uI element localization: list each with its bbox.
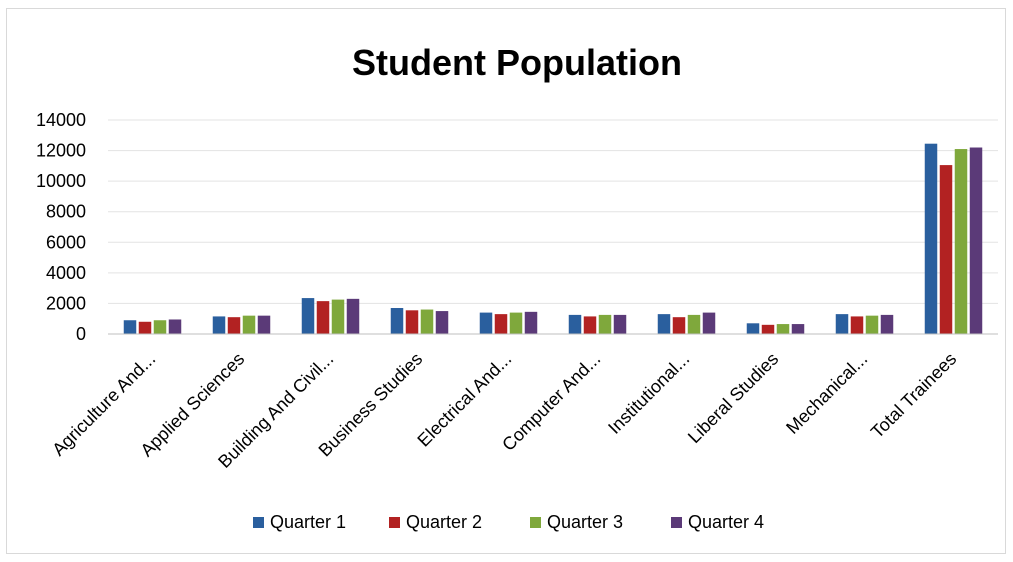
bar <box>227 317 241 334</box>
bar <box>687 314 701 334</box>
bar <box>405 310 419 334</box>
bar <box>316 301 330 334</box>
y-tick-label: 12000 <box>36 141 86 161</box>
bar <box>880 314 894 334</box>
y-axis: 0 2000 4000 6000 8000 10000 12000 14000 <box>36 110 86 344</box>
y-tick-label: 0 <box>76 324 86 344</box>
x-axis-labels: Agriculture And...Applied SciencesBuildi… <box>48 349 960 472</box>
legend-swatch <box>671 517 682 528</box>
bar <box>761 324 775 334</box>
chart-frame <box>6 8 1006 554</box>
bar <box>509 312 523 334</box>
bar <box>583 316 597 334</box>
bar <box>420 309 434 334</box>
bar <box>301 298 315 334</box>
bar <box>776 324 790 334</box>
y-tick-label: 14000 <box>36 110 86 130</box>
x-tick-label: Liberal Studies <box>684 349 782 447</box>
y-tick-label: 10000 <box>36 171 86 191</box>
y-tick-label: 2000 <box>46 293 86 313</box>
bar <box>138 321 152 334</box>
bar <box>835 314 849 334</box>
bar <box>702 312 716 334</box>
bar <box>746 323 760 334</box>
bar <box>924 143 938 334</box>
bar <box>850 316 864 334</box>
legend-label: Quarter 3 <box>547 512 623 532</box>
bar <box>524 311 538 334</box>
bar <box>390 308 404 334</box>
y-tick-label: 6000 <box>46 232 86 252</box>
x-tick-label: Electrical And... <box>413 349 515 451</box>
legend-label: Quarter 2 <box>406 512 482 532</box>
legend: Quarter 1 Quarter 2 Quarter 3 Quarter 4 <box>253 512 764 532</box>
legend-label: Quarter 1 <box>270 512 346 532</box>
x-tick-label: Mechanical... <box>782 349 871 438</box>
bar <box>435 311 449 334</box>
bar <box>331 299 345 334</box>
bar <box>257 315 271 334</box>
bar <box>657 314 671 334</box>
x-tick-label: Computer And... <box>498 349 604 455</box>
y-tick-label: 8000 <box>46 202 86 222</box>
legend-swatch <box>253 517 264 528</box>
y-tick-label: 4000 <box>46 263 86 283</box>
bar <box>613 314 627 334</box>
bar <box>568 314 582 334</box>
legend-swatch <box>389 517 400 528</box>
bar <box>969 147 983 334</box>
bar <box>672 317 686 334</box>
bar <box>494 314 508 334</box>
bars <box>123 143 983 334</box>
bar <box>791 324 805 334</box>
bar <box>954 149 968 334</box>
bar <box>168 319 182 334</box>
gridlines <box>108 119 998 304</box>
bar <box>598 314 612 334</box>
bar <box>153 320 167 334</box>
bar <box>865 315 879 334</box>
bar <box>212 316 226 334</box>
bar <box>939 165 953 334</box>
bar <box>479 312 493 334</box>
chart-title: Student Population <box>352 42 682 83</box>
bar <box>346 298 360 334</box>
bar <box>242 315 256 334</box>
legend-swatch <box>530 517 541 528</box>
legend-label: Quarter 4 <box>688 512 764 532</box>
x-tick-label: Total Trainees <box>867 349 960 442</box>
bar <box>123 320 137 334</box>
x-tick-label: Institutional... <box>604 349 693 438</box>
